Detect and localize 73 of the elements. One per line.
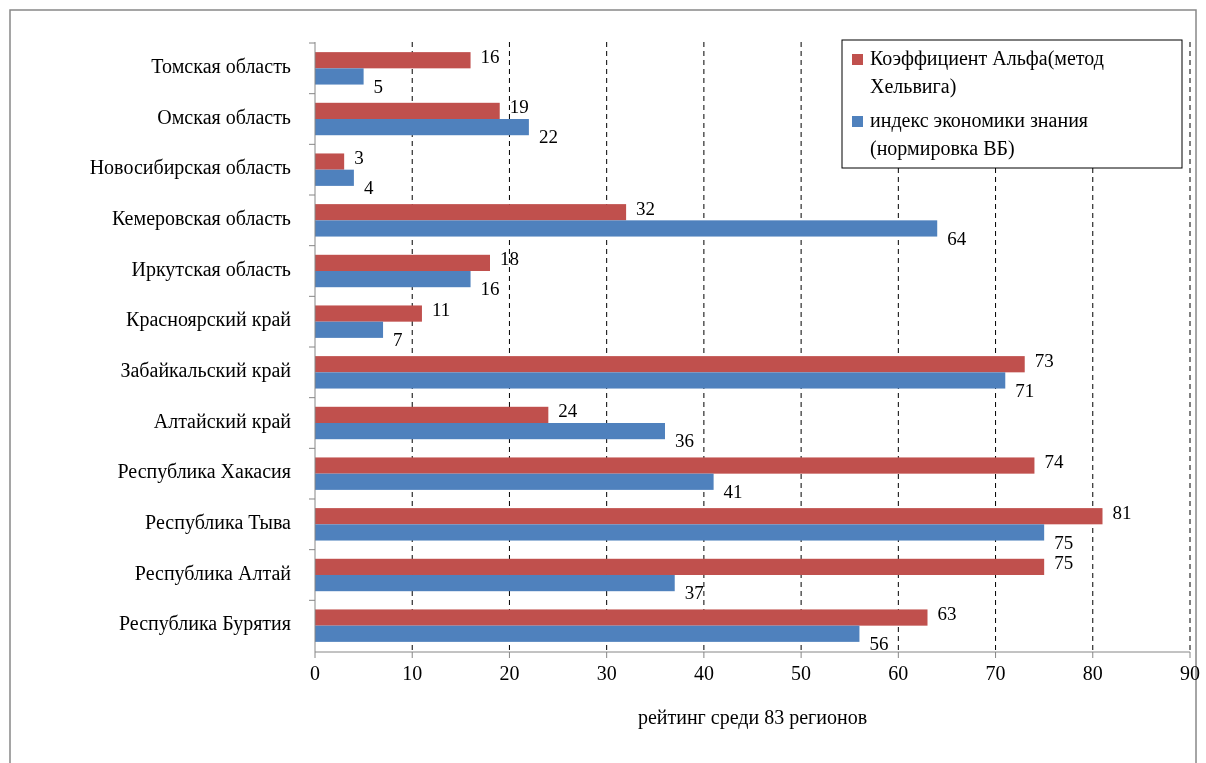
data-label: 24 bbox=[558, 400, 578, 422]
bar bbox=[315, 68, 364, 85]
bar bbox=[315, 119, 529, 136]
bar bbox=[315, 625, 860, 642]
y-tick-label: Республика Хакасия bbox=[117, 460, 291, 484]
data-label: 75 bbox=[1054, 552, 1074, 574]
x-tick-label: 70 bbox=[985, 662, 1006, 684]
y-tick-label: Омская область bbox=[157, 105, 291, 128]
bar bbox=[315, 406, 549, 423]
bar bbox=[315, 457, 1035, 474]
data-label: 32 bbox=[636, 197, 656, 219]
data-label: 16 bbox=[480, 45, 500, 67]
y-tick-label: Алтайский край bbox=[153, 409, 292, 433]
data-label: 63 bbox=[937, 602, 957, 624]
y-tick-label: Республика Тыва bbox=[145, 510, 292, 534]
legend-label: Коэффициент Альфа(метод Хельвига) bbox=[870, 46, 1104, 98]
y-tick-label: Республика Бурятия bbox=[118, 612, 291, 636]
y-tick-label: Иркутская область bbox=[131, 257, 291, 281]
x-axis-title: рейтинг среди 83 регионов bbox=[637, 706, 868, 729]
x-tick-label: 20 bbox=[499, 662, 520, 684]
x-tick-label: 80 bbox=[1082, 662, 1103, 684]
data-label: 75 bbox=[1054, 531, 1074, 553]
bar bbox=[315, 153, 345, 170]
x-tick-label: 10 bbox=[402, 662, 423, 684]
y-tick-label: Красноярский край bbox=[126, 308, 292, 332]
y-tick-label: Кемеровская область bbox=[112, 206, 291, 230]
bar bbox=[315, 271, 471, 288]
data-label: 4 bbox=[363, 177, 374, 199]
data-label: 36 bbox=[675, 430, 694, 452]
bar bbox=[315, 305, 422, 322]
data-label: 74 bbox=[1044, 450, 1064, 472]
bar bbox=[315, 372, 1006, 389]
data-label: 56 bbox=[869, 633, 889, 655]
bar bbox=[315, 356, 1025, 373]
data-label: 71 bbox=[1015, 379, 1035, 401]
y-tick-label: Новосибирская область bbox=[89, 156, 291, 180]
data-label: 64 bbox=[947, 227, 967, 249]
y-tick-label: Забайкальский край bbox=[120, 358, 292, 382]
data-label: 7 bbox=[393, 329, 403, 351]
bar bbox=[315, 508, 1103, 525]
bar bbox=[315, 558, 1045, 575]
x-tick-label: 40 bbox=[693, 662, 714, 684]
data-label: 19 bbox=[509, 96, 529, 118]
data-label: 37 bbox=[684, 582, 704, 604]
y-tick-label: Томская область bbox=[151, 54, 291, 77]
data-label: 22 bbox=[538, 126, 558, 148]
bar bbox=[315, 204, 627, 221]
data-label: 3 bbox=[354, 146, 364, 168]
bar bbox=[315, 574, 675, 592]
bar bbox=[315, 524, 1045, 541]
x-tick-label: 60 bbox=[888, 662, 909, 684]
data-label: 5 bbox=[373, 75, 384, 97]
bar bbox=[315, 52, 471, 69]
x-tick-label: 30 bbox=[596, 662, 617, 684]
bar bbox=[315, 609, 928, 626]
data-label: 18 bbox=[500, 248, 519, 270]
data-label: 16 bbox=[480, 278, 500, 300]
bar bbox=[315, 254, 490, 271]
data-label: 73 bbox=[1034, 349, 1054, 371]
data-label: 81 bbox=[1112, 501, 1132, 523]
bar bbox=[315, 220, 938, 237]
x-tick-label: 50 bbox=[791, 662, 812, 684]
y-tick-label: Республика Алтай bbox=[134, 561, 292, 585]
bar bbox=[315, 102, 500, 120]
bar bbox=[315, 473, 714, 490]
x-tick-label: 0 bbox=[310, 662, 320, 684]
data-label: 11 bbox=[431, 298, 451, 320]
data-label: 41 bbox=[723, 481, 743, 503]
bar bbox=[315, 423, 665, 440]
bar bbox=[315, 321, 384, 338]
legend-label: индекс экономики знания (нормировка ВБ) bbox=[870, 108, 1089, 160]
bar bbox=[315, 169, 354, 186]
x-tick-label: 90 bbox=[1180, 662, 1200, 684]
